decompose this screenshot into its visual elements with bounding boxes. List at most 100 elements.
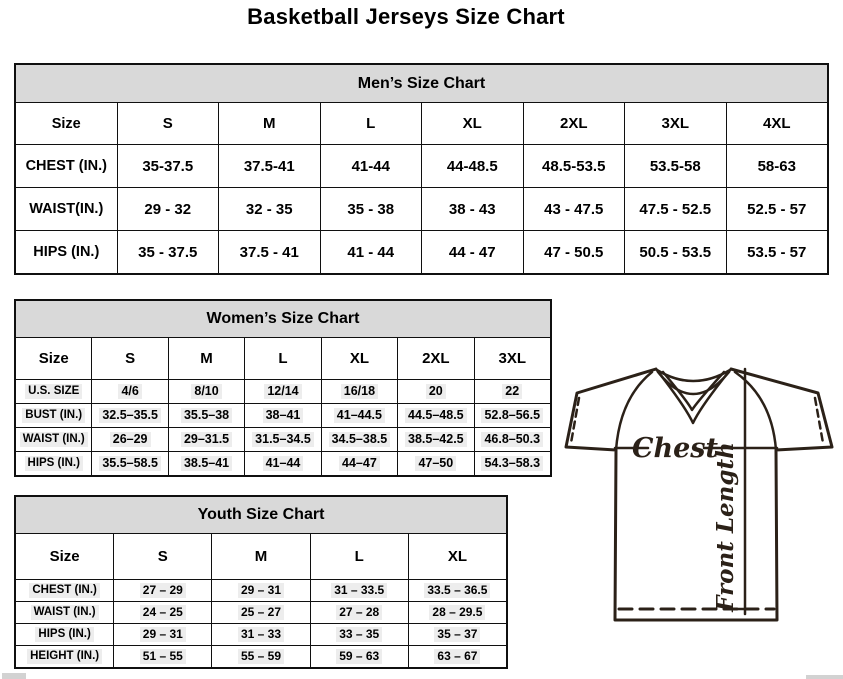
column-header: XL bbox=[447, 548, 467, 565]
table-cell: 34.5–38.5 bbox=[322, 428, 399, 451]
cell-text: 52.8–56.5 bbox=[481, 407, 544, 424]
table-cell: 47–50 bbox=[398, 452, 475, 475]
column-header: S bbox=[92, 338, 169, 379]
table-cell: 16/18 bbox=[322, 380, 399, 403]
row-label: HIPS (IN.) bbox=[16, 624, 115, 645]
column-header: XL bbox=[422, 103, 524, 144]
table-row: WAIST(IN.) 29 - 32 32 - 35 35 - 38 38 - … bbox=[16, 187, 827, 230]
cell-text: 54.3–58.3 bbox=[481, 455, 544, 472]
cell-text: 41–44.5 bbox=[333, 407, 385, 424]
scrollbar-fragment-right[interactable] bbox=[806, 675, 843, 679]
cell-text: 12/14 bbox=[264, 383, 302, 400]
table-cell: 33 – 35 bbox=[311, 624, 409, 645]
column-header: 3XL bbox=[498, 350, 526, 367]
table-cell: 37.5-41 bbox=[219, 145, 321, 187]
table-header-row: Size S M L XL bbox=[16, 533, 506, 579]
table-cell: 26–29 bbox=[92, 428, 169, 451]
cell-text: WAIST (IN.) bbox=[19, 432, 88, 447]
column-header: XL bbox=[322, 338, 399, 379]
column-header: L bbox=[311, 534, 409, 579]
table-cell: 27 – 28 bbox=[311, 602, 409, 623]
cell-text: 32.5–35.5 bbox=[99, 407, 161, 424]
cell-text: 44.5–48.5 bbox=[405, 407, 467, 424]
column-header: L bbox=[321, 103, 422, 144]
row-label: BUST (IN.) bbox=[16, 404, 93, 427]
column-header: Size bbox=[16, 338, 93, 379]
table-cell: 38.5–41 bbox=[169, 452, 246, 475]
table-cell: 47 - 50.5 bbox=[524, 231, 625, 273]
cell-text: HEIGHT (IN.) bbox=[27, 649, 103, 664]
row-label: U.S. SIZE bbox=[16, 380, 93, 403]
table-row: HIPS (IN.) 29 – 31 31 – 33 33 – 35 35 – … bbox=[16, 623, 506, 645]
cell-text: WAIST (IN.) bbox=[30, 605, 99, 620]
right-cuff-dashed-line bbox=[813, 396, 825, 445]
row-label: HIPS (IN.) bbox=[16, 452, 93, 475]
cell-text: 16/18 bbox=[340, 383, 379, 400]
cell-text: 51 – 55 bbox=[139, 649, 186, 664]
scrollbar-fragment-left[interactable] bbox=[2, 673, 26, 679]
cell-text: 59 – 63 bbox=[336, 649, 383, 664]
table-cell: 48.5-53.5 bbox=[524, 145, 625, 187]
table-cell: 29–31.5 bbox=[169, 428, 246, 451]
table-cell: 24 – 25 bbox=[114, 602, 213, 623]
table-cell: 52.5 - 57 bbox=[747, 200, 807, 218]
table-row: HEIGHT (IN.) 51 – 55 55 – 59 59 – 63 63 … bbox=[16, 645, 506, 667]
table-cell: 53.5 - 57 bbox=[747, 243, 807, 261]
table-cell: 28 – 29.5 bbox=[409, 602, 506, 623]
row-label: HIPS (IN.) bbox=[16, 231, 118, 273]
table-cell: 4/6 bbox=[92, 380, 169, 403]
table-cell: 44 - 47 bbox=[422, 231, 524, 273]
table-cell: 38 - 43 bbox=[422, 188, 524, 230]
womens-table-title: Women’s Size Chart bbox=[16, 301, 550, 337]
table-cell: 59 – 63 bbox=[311, 646, 409, 667]
row-label: WAIST(IN.) bbox=[16, 188, 118, 230]
column-header: M bbox=[169, 338, 246, 379]
table-cell: 50.5 - 53.5 bbox=[625, 231, 727, 273]
cell-text: 29 – 31 bbox=[139, 627, 186, 642]
cell-text: U.S. SIZE bbox=[25, 384, 83, 399]
table-cell: 31 – 33.5 bbox=[311, 580, 409, 601]
cell-text: 27 – 28 bbox=[336, 605, 383, 620]
table-cell: 25 – 27 bbox=[212, 602, 311, 623]
cell-text: 29–31.5 bbox=[180, 431, 233, 448]
table-cell: 41–44 bbox=[245, 452, 322, 475]
table-cell: 47.5 - 52.5 bbox=[625, 188, 727, 230]
cell-text: 34.5–38.5 bbox=[328, 431, 391, 448]
table-row: HIPS (IN.) 35.5–58.5 38.5–41 41–44 44–47… bbox=[16, 451, 550, 475]
cell-text: CHEST (IN.) bbox=[29, 583, 100, 598]
table-cell: 38.5–42.5 bbox=[398, 428, 475, 451]
cell-text: BUST (IN.) bbox=[22, 408, 86, 423]
table-cell: 55 – 59 bbox=[212, 646, 311, 667]
table-cell: 41-44 bbox=[321, 145, 422, 187]
cell-text: 26–29 bbox=[109, 431, 151, 448]
cell-text: 46.8–50.3 bbox=[481, 431, 544, 448]
column-header: Size bbox=[16, 534, 115, 579]
table-cell: 41 - 44 bbox=[321, 231, 422, 273]
table-cell: 44-48.5 bbox=[422, 145, 524, 187]
cell-text: 38.5–42.5 bbox=[405, 431, 467, 448]
table-cell: 54.3–58.3 bbox=[475, 452, 550, 475]
cell-text: 47–50 bbox=[415, 455, 457, 472]
table-cell: 35.5–58.5 bbox=[92, 452, 169, 475]
cell-text: HIPS (IN.) bbox=[24, 456, 83, 471]
table-cell: 44.5–48.5 bbox=[398, 404, 475, 427]
column-header: M bbox=[212, 534, 311, 579]
table-cell: 20 bbox=[398, 380, 475, 403]
mens-size-table: Men’s Size Chart Size S M L XL 2XL 3XL 4… bbox=[14, 63, 829, 275]
column-header: S bbox=[114, 534, 213, 579]
cell-text: 22 bbox=[502, 383, 523, 400]
table-cell: 33.5 – 36.5 bbox=[409, 580, 506, 601]
cell-text: 35.5–38 bbox=[180, 407, 233, 424]
table-row: WAIST (IN.) 26–29 29–31.5 31.5–34.5 34.5… bbox=[16, 427, 550, 451]
table-row: HIPS (IN.) 35 - 37.5 37.5 - 41 41 - 44 4… bbox=[16, 230, 827, 273]
cell-text: 29 – 31 bbox=[237, 583, 285, 598]
table-row: U.S. SIZE 4/6 8/10 12/14 16/18 20 22 bbox=[16, 379, 550, 403]
table-row: CHEST (IN.) 35-37.5 37.5-41 41-44 44-48.… bbox=[16, 144, 827, 187]
table-cell: 38–41 bbox=[245, 404, 322, 427]
front-length-measure-line bbox=[736, 367, 754, 616]
table-cell: 35.5–38 bbox=[169, 404, 246, 427]
table-cell: 32.5–35.5 bbox=[92, 404, 169, 427]
table-cell: 29 – 31 bbox=[212, 580, 311, 601]
table-cell: 35-37.5 bbox=[118, 145, 219, 187]
cell-text: 31 – 33 bbox=[237, 627, 285, 642]
